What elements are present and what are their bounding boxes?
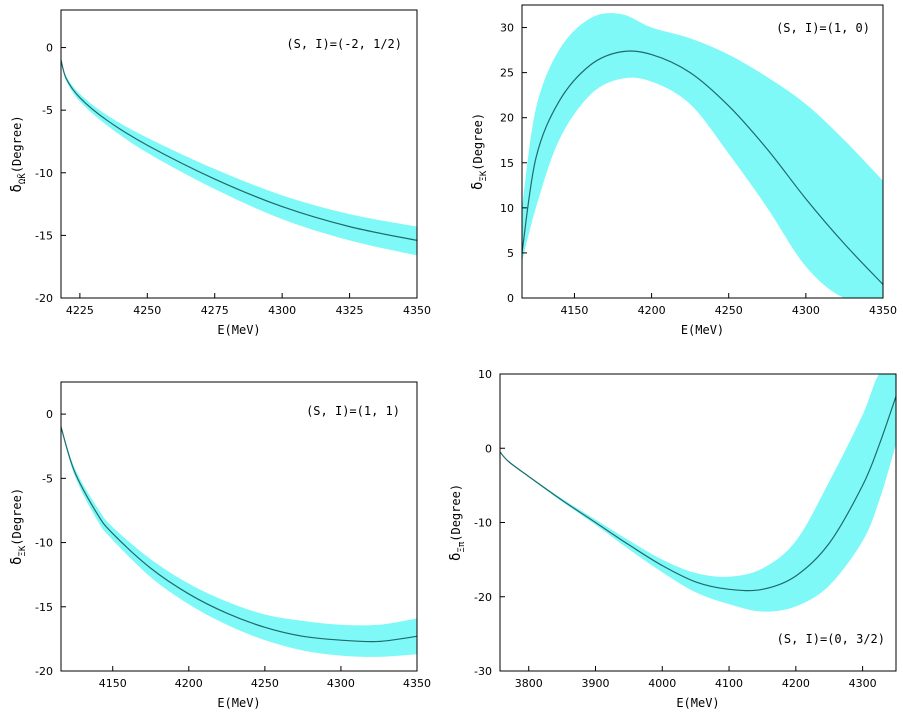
- x-tick-label: 4350: [403, 677, 431, 690]
- x-tick-label: 3900: [581, 677, 609, 690]
- x-axis-label: E(MeV): [217, 323, 260, 337]
- panel-xi-pi: 3800 3900 4000 4100 4200 4300 10 0 -10 -20 -30 E(Me…: [448, 368, 897, 710]
- x-tick-label: 4350: [869, 304, 897, 317]
- quantum-number-annotation: (S, I)=(-2, 1/2): [286, 37, 402, 51]
- x-tick-label: 4200: [782, 677, 810, 690]
- quantum-number-annotation: (S, I)=(1, 1): [306, 404, 400, 418]
- x-tick-label: 4200: [638, 304, 666, 317]
- panel-xi-k-s1-i0: 4150 4200 4250 4300 4350 0 5 10 15 20 25 30 E(MeV) δΞ…: [470, 4, 897, 337]
- y-tick-label: 0: [46, 408, 53, 421]
- x-tick-label: 4350: [403, 304, 431, 317]
- y-tick-label: 15: [500, 157, 514, 170]
- plot-frame: [521, 4, 884, 299]
- y-tick-label: -20: [474, 591, 492, 604]
- central-curve: [500, 396, 896, 592]
- y-tick-label: 0: [46, 42, 53, 55]
- y-axis-label: δΞK(Degree): [9, 488, 28, 565]
- x-axis-label: E(MeV): [676, 696, 719, 710]
- y-axis-label: δΞπ(Degree): [448, 484, 467, 561]
- x-tick-label: 4300: [849, 677, 877, 690]
- quantum-number-annotation: (S, I)=(1, 0): [776, 21, 870, 35]
- x-tick-label: 4200: [175, 677, 203, 690]
- uncertainty-band: [61, 425, 417, 657]
- y-axis-label: δΞK(Degree): [470, 113, 489, 190]
- y-tick-label: 25: [500, 67, 514, 80]
- x-tick-label: 4325: [336, 304, 364, 317]
- y-tick-label: -10: [474, 517, 492, 530]
- y-tick-label: -5: [42, 472, 53, 485]
- x-tick-label: 4300: [792, 304, 820, 317]
- y-tick-label: 5: [507, 247, 514, 260]
- y-tick-label: -10: [35, 537, 53, 550]
- central-curve: [61, 426, 417, 643]
- x-tick-label: 4300: [327, 677, 355, 690]
- y-axis-label: δΩK̄(Degree): [9, 115, 28, 192]
- central-curve: [522, 50, 883, 285]
- y-tick-label: 10: [478, 368, 492, 381]
- panel-xi-k-s1-i1: 4150 4200 4250 4300 4350 0 -5 -10 -15 -20 E(MeV) δΞ…: [9, 381, 431, 710]
- y-tick-label: 20: [500, 112, 514, 125]
- plot-area: [522, 13, 883, 298]
- y-tick-label: 0: [507, 292, 514, 305]
- y-tick-label: 10: [500, 202, 514, 215]
- y-tick-label: -30: [474, 665, 492, 678]
- x-axis-label: E(MeV): [681, 323, 724, 337]
- uncertainty-band: [61, 58, 417, 256]
- x-tick-label: 4250: [715, 304, 743, 317]
- quantum-number-annotation: (S, I)=(0, 3/2): [777, 632, 885, 646]
- plot-area: [61, 425, 417, 657]
- x-axis-label: E(MeV): [217, 696, 260, 710]
- x-tick-label: 4150: [99, 677, 127, 690]
- y-tick-label: -20: [35, 665, 53, 678]
- plot-frame: [60, 9, 418, 299]
- y-tick-label: 30: [500, 22, 514, 35]
- panel-omega-kbar: 4225 4250 4275 4300 4325 4350 0 -5 -10 -15 -20 E(Me…: [9, 9, 431, 337]
- x-tick-label: 4275: [201, 304, 229, 317]
- plot-frame: [60, 381, 418, 672]
- x-tick-label: 4100: [715, 677, 743, 690]
- y-tick-label: -5: [42, 104, 53, 117]
- x-tick-label: 4000: [648, 677, 676, 690]
- y-tick-label: -15: [35, 229, 53, 242]
- x-tick-label: 4250: [251, 677, 279, 690]
- plot-area: [500, 374, 896, 612]
- y-tick-label: -10: [35, 167, 53, 180]
- y-tick-label: 0: [485, 442, 492, 455]
- uncertainty-band: [522, 13, 883, 298]
- central-curve: [61, 59, 417, 241]
- plot-area: [61, 58, 417, 256]
- x-tick-label: 4250: [133, 304, 161, 317]
- x-tick-label: 4150: [560, 304, 588, 317]
- y-tick-label: -20: [35, 292, 53, 305]
- x-tick-label: 4225: [66, 304, 94, 317]
- uncertainty-band: [500, 374, 896, 612]
- x-tick-label: 3800: [515, 677, 543, 690]
- y-tick-label: -15: [35, 601, 53, 614]
- x-tick-label: 4300: [268, 304, 296, 317]
